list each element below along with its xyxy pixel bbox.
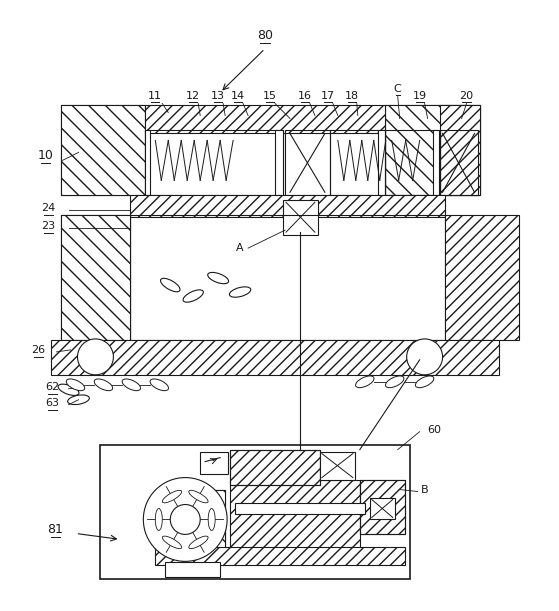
Ellipse shape <box>67 379 85 390</box>
Bar <box>439 106 480 196</box>
Polygon shape <box>439 106 480 196</box>
Bar <box>283 200 318 235</box>
Bar <box>444 215 519 340</box>
Text: 12: 12 <box>186 90 200 101</box>
Bar <box>60 106 145 196</box>
Text: 81: 81 <box>48 523 64 536</box>
Ellipse shape <box>68 395 89 404</box>
Bar <box>145 130 150 196</box>
Bar <box>50 340 499 375</box>
Text: 11: 11 <box>148 90 162 101</box>
Ellipse shape <box>386 376 404 387</box>
Text: 17: 17 <box>321 90 335 101</box>
Bar <box>385 106 480 196</box>
Text: 62: 62 <box>45 382 60 392</box>
Ellipse shape <box>208 273 229 284</box>
Bar <box>60 215 130 340</box>
Bar <box>285 130 330 196</box>
Ellipse shape <box>356 376 374 387</box>
Ellipse shape <box>122 379 141 390</box>
Bar <box>378 130 385 196</box>
Text: C: C <box>394 84 401 93</box>
Text: 13: 13 <box>211 90 225 101</box>
Ellipse shape <box>94 379 113 390</box>
Bar <box>369 497 395 519</box>
Text: 63: 63 <box>46 398 60 408</box>
Ellipse shape <box>189 536 208 549</box>
Bar <box>60 106 145 196</box>
Text: B: B <box>421 485 428 494</box>
Bar <box>165 562 220 577</box>
Bar <box>101 445 410 579</box>
Text: 26: 26 <box>31 345 46 355</box>
Ellipse shape <box>189 490 208 503</box>
Bar <box>60 215 130 340</box>
Bar <box>385 130 439 196</box>
Bar <box>439 130 477 196</box>
Text: 16: 16 <box>298 90 312 101</box>
Text: 23: 23 <box>41 221 56 231</box>
Bar <box>155 547 405 565</box>
Bar <box>330 130 385 196</box>
Bar <box>155 489 225 549</box>
Bar <box>360 480 405 535</box>
Circle shape <box>78 339 113 375</box>
Ellipse shape <box>162 536 182 549</box>
Bar <box>200 452 228 474</box>
Bar <box>360 480 405 535</box>
Ellipse shape <box>183 290 203 302</box>
Bar <box>275 130 283 196</box>
Ellipse shape <box>160 279 180 292</box>
Text: 60: 60 <box>428 425 442 434</box>
Bar <box>235 502 365 514</box>
Text: 24: 24 <box>41 203 56 213</box>
Bar <box>155 489 225 549</box>
Text: 10: 10 <box>37 149 54 162</box>
Ellipse shape <box>155 508 162 530</box>
Bar <box>433 130 439 196</box>
Bar <box>230 450 320 485</box>
Ellipse shape <box>229 287 251 297</box>
Ellipse shape <box>58 384 79 395</box>
Ellipse shape <box>150 379 168 390</box>
Text: 14: 14 <box>231 90 245 101</box>
Bar <box>145 130 283 196</box>
Bar <box>385 106 480 196</box>
Bar <box>230 450 320 485</box>
Text: 80: 80 <box>257 29 273 42</box>
Ellipse shape <box>162 490 182 503</box>
Text: 15: 15 <box>263 90 277 101</box>
Bar <box>320 452 355 480</box>
Circle shape <box>143 478 227 562</box>
Bar <box>130 196 444 218</box>
Text: 19: 19 <box>413 90 427 101</box>
Ellipse shape <box>208 508 215 530</box>
Bar <box>145 106 385 133</box>
Text: A: A <box>236 243 244 253</box>
Text: 18: 18 <box>345 90 359 101</box>
Circle shape <box>407 339 443 375</box>
Circle shape <box>170 505 200 535</box>
Bar <box>230 480 360 559</box>
Text: 20: 20 <box>459 90 473 101</box>
Bar <box>130 215 444 340</box>
Ellipse shape <box>415 376 434 387</box>
